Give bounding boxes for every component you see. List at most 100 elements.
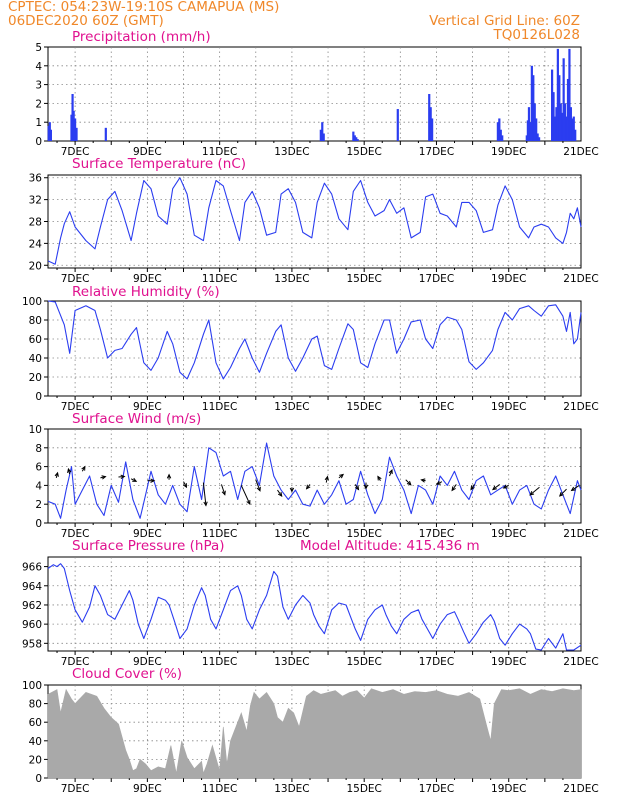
precip-bar bbox=[321, 122, 324, 141]
station-header: CPTEC: 054:23W-19:10S CAMAPUA (MS) bbox=[8, 0, 280, 15]
wind-arrow bbox=[305, 484, 311, 490]
precip-bar bbox=[558, 75, 561, 141]
precip-bar bbox=[527, 107, 531, 141]
wind-arrow-head bbox=[305, 484, 311, 490]
rh-xtick-label: 11DEC bbox=[202, 401, 237, 413]
wind-arrow bbox=[166, 473, 172, 480]
wind-arrow-shaft bbox=[240, 485, 251, 505]
wind-arrow bbox=[529, 486, 540, 496]
precip-bar bbox=[561, 112, 564, 141]
pressure-xtick-label: 11DEC bbox=[202, 656, 237, 668]
wind-arrow-head bbox=[54, 471, 59, 477]
wind-arrow-head bbox=[132, 477, 138, 482]
wind-arrow bbox=[100, 475, 107, 480]
precip-bar bbox=[501, 135, 504, 141]
wind-arrow-head bbox=[182, 483, 188, 489]
wind-ytick-label: 0 bbox=[35, 518, 42, 530]
wind-arrow-shaft bbox=[492, 484, 500, 490]
precip-xtick-label: 13DEC bbox=[274, 146, 309, 158]
wind-xtick-label: 21DEC bbox=[563, 528, 598, 540]
wind-arrow-head bbox=[324, 475, 329, 481]
wind-arrow bbox=[130, 477, 138, 482]
wind-arrow bbox=[435, 480, 443, 485]
wind-arrow-head bbox=[81, 465, 86, 471]
wind-line bbox=[47, 442, 582, 519]
precip-xtick-label: 15DEC bbox=[346, 146, 381, 158]
wind-arrow bbox=[202, 482, 208, 507]
wind-arrow bbox=[277, 489, 283, 497]
pressure-xtick-label: 15DEC bbox=[346, 656, 381, 668]
wind-arrow bbox=[289, 487, 295, 493]
wind-arrow bbox=[67, 467, 72, 475]
wind-ytick-label: 4 bbox=[35, 480, 42, 492]
wind-arrow-head bbox=[339, 473, 345, 479]
wind-xtick-label: 7DEC bbox=[61, 528, 90, 540]
cloud-xtick-label: 21DEC bbox=[563, 783, 598, 795]
precip-bar bbox=[564, 103, 567, 141]
wind-arrow-head bbox=[101, 475, 107, 480]
wind-xtick-label: 13DEC bbox=[274, 528, 309, 540]
precip-bar bbox=[319, 129, 322, 141]
wind-arrow-head bbox=[246, 500, 251, 506]
temp-ytick-label: 24 bbox=[29, 238, 43, 250]
wind-arrow bbox=[420, 478, 426, 483]
wind-arrow-head bbox=[470, 485, 475, 491]
precip-xtick-label: 19DEC bbox=[491, 146, 526, 158]
wind-arrow bbox=[405, 479, 412, 486]
precip-ytick-label: 5 bbox=[35, 42, 42, 54]
precip-bar bbox=[75, 127, 78, 141]
wind-arrow-head bbox=[221, 490, 226, 496]
pressure-xtick-label: 21DEC bbox=[563, 656, 598, 668]
cloud-ytick-label: 20 bbox=[29, 754, 42, 766]
rh-ytick-label: 100 bbox=[22, 296, 42, 308]
cloud-xtick-label: 19DEC bbox=[491, 783, 526, 795]
wind-arrow-head bbox=[451, 486, 456, 492]
wind-arrow-head bbox=[277, 491, 283, 497]
temp-xtick-label: 13DEC bbox=[274, 273, 309, 285]
wind-frame bbox=[47, 428, 582, 524]
wind-arrow-head bbox=[67, 467, 72, 474]
precip-bar bbox=[553, 116, 557, 141]
wind-title: Surface Wind (m/s) bbox=[72, 411, 202, 427]
wind-arrow-head bbox=[420, 478, 426, 483]
precip-bar bbox=[562, 58, 565, 141]
temp-xtick-label: 9DEC bbox=[133, 273, 162, 285]
rh-ytick-label: 20 bbox=[29, 372, 42, 384]
precip-bar bbox=[535, 118, 538, 141]
precip-bar bbox=[572, 116, 575, 141]
cloud-xtick-label: 17DEC bbox=[419, 783, 454, 795]
rh-xtick-label: 9DEC bbox=[133, 401, 162, 413]
precip-bar bbox=[396, 109, 399, 141]
wind-arrow bbox=[492, 484, 500, 491]
precip-bar bbox=[429, 107, 432, 141]
wind-arrow-head bbox=[166, 473, 172, 479]
temp-ytick-label: 28 bbox=[29, 217, 42, 229]
precip-bar bbox=[530, 65, 533, 141]
cloud-ytick-label: 60 bbox=[29, 717, 42, 729]
precip-bar bbox=[431, 118, 434, 141]
rh-xtick-label: 13DEC bbox=[274, 401, 309, 413]
temp-xtick-label: 7DEC bbox=[61, 273, 90, 285]
wind-arrow-head bbox=[502, 484, 508, 489]
grid-line-note: Vertical Grid Line: 60Z bbox=[429, 13, 580, 29]
wind-arrow-head bbox=[354, 485, 360, 491]
wind-arrow bbox=[354, 484, 360, 491]
wind-arrow bbox=[363, 482, 369, 490]
temp-xtick-label: 21DEC bbox=[563, 273, 598, 285]
rh-ytick-label: 60 bbox=[29, 334, 42, 346]
precip-bar bbox=[355, 137, 358, 141]
cloud-cover-area bbox=[47, 688, 582, 779]
cloud-ytick-label: 80 bbox=[29, 699, 42, 711]
wind-arrow-head bbox=[150, 478, 156, 483]
wind-arrow-head bbox=[529, 491, 535, 496]
precip-title: Precipitation (mm/h) bbox=[72, 29, 211, 45]
rh-title: Relative Humidity (%) bbox=[72, 284, 220, 300]
wind-arrow-shaft bbox=[559, 488, 567, 497]
temp-xtick-label: 11DEC bbox=[202, 273, 237, 285]
precip-bar bbox=[571, 118, 574, 141]
wind-arrow bbox=[220, 484, 226, 496]
pressure-xtick-label: 17DEC bbox=[419, 656, 454, 668]
wind-arrow-shaft bbox=[571, 484, 580, 491]
rh-ytick-label: 40 bbox=[29, 353, 42, 365]
